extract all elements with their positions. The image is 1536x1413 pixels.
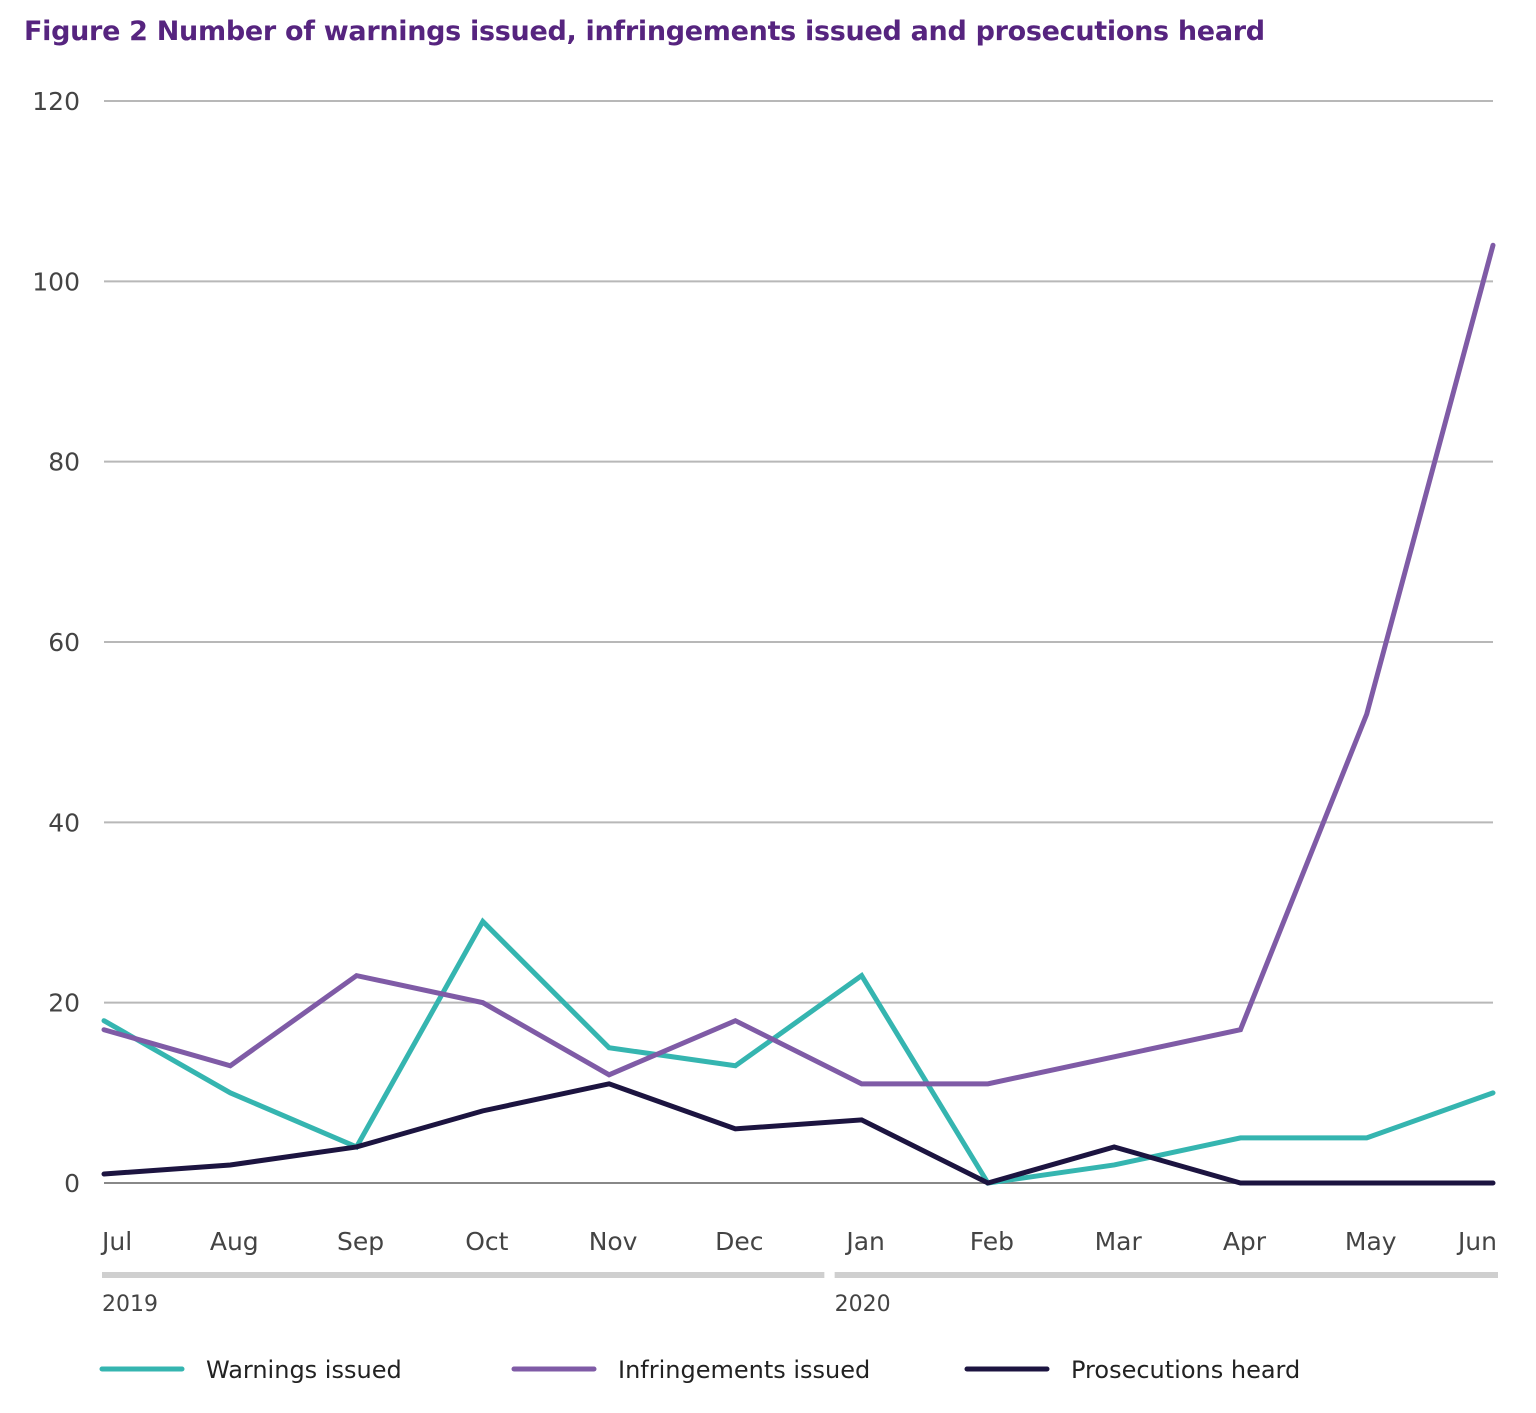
y-tick-label: 60 bbox=[48, 628, 80, 657]
year-label: 2020 bbox=[835, 1292, 891, 1317]
series-line-prosecutions-heard bbox=[101, 1081, 1496, 1186]
x-tick-label: Aug bbox=[210, 1227, 259, 1256]
year-label: 2019 bbox=[102, 1292, 158, 1317]
series-line-warnings-issued bbox=[101, 917, 1496, 1186]
x-tick-label: Jun bbox=[1456, 1227, 1497, 1256]
y-tick-label: 0 bbox=[64, 1169, 80, 1198]
legend-label: Prosecutions heard bbox=[1071, 1356, 1300, 1384]
chart-title: Figure 2 Number of warnings issued, infr… bbox=[24, 16, 1265, 47]
x-tick-label: Jul bbox=[100, 1227, 132, 1256]
series-line-infringements-issued bbox=[101, 242, 1496, 1087]
legend-label: Warnings issued bbox=[206, 1356, 402, 1384]
y-tick-label: 80 bbox=[48, 448, 80, 477]
legend-label: Infringements issued bbox=[618, 1356, 870, 1384]
x-tick-label: Dec bbox=[715, 1227, 763, 1256]
y-tick-label: 120 bbox=[32, 87, 80, 116]
x-tick-label: Jan bbox=[844, 1227, 885, 1256]
x-tick-label: Mar bbox=[1095, 1227, 1143, 1256]
y-tick-label: 20 bbox=[48, 989, 80, 1018]
x-tick-label: Apr bbox=[1223, 1227, 1267, 1256]
y-tick-label: 100 bbox=[32, 267, 80, 296]
x-tick-label: Sep bbox=[337, 1227, 384, 1256]
y-tick-label: 40 bbox=[48, 808, 80, 837]
x-tick-label: Feb bbox=[970, 1227, 1014, 1256]
x-tick-label: Nov bbox=[589, 1227, 638, 1256]
x-tick-label: Oct bbox=[465, 1227, 508, 1256]
x-tick-label: May bbox=[1345, 1227, 1397, 1256]
